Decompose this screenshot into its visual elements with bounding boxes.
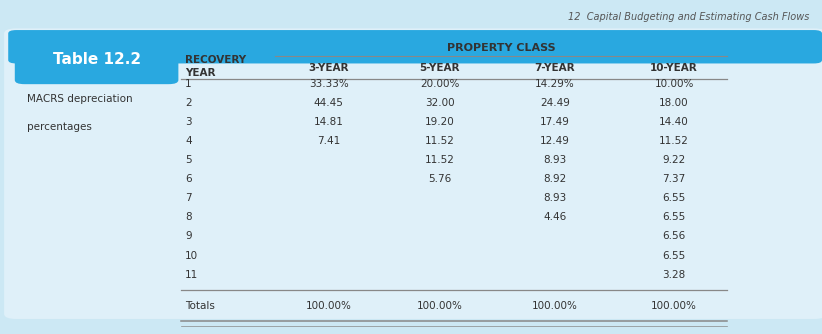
Text: 4.46: 4.46 <box>543 212 566 222</box>
Text: Totals: Totals <box>185 301 215 311</box>
Text: 11.52: 11.52 <box>425 155 455 165</box>
Text: YEAR: YEAR <box>185 68 215 78</box>
Text: 12.49: 12.49 <box>540 136 570 146</box>
Text: 8: 8 <box>185 212 192 222</box>
Text: 6.55: 6.55 <box>663 250 686 261</box>
Text: 14.29%: 14.29% <box>535 79 575 89</box>
Text: 6.55: 6.55 <box>663 193 686 203</box>
Text: 7: 7 <box>185 193 192 203</box>
Text: 100.00%: 100.00% <box>651 301 697 311</box>
Text: 7-YEAR: 7-YEAR <box>534 63 575 73</box>
Text: 6.56: 6.56 <box>663 231 686 241</box>
Text: 10: 10 <box>185 250 198 261</box>
Text: MACRS depreciation: MACRS depreciation <box>27 94 132 104</box>
Text: 3.28: 3.28 <box>663 270 686 280</box>
Text: 6.55: 6.55 <box>663 212 686 222</box>
Text: 8.92: 8.92 <box>543 174 566 184</box>
Text: 3-YEAR: 3-YEAR <box>308 63 349 73</box>
Text: 32.00: 32.00 <box>425 98 455 108</box>
Text: RECOVERY: RECOVERY <box>185 55 246 65</box>
Text: 100.00%: 100.00% <box>306 301 352 311</box>
Text: 14.81: 14.81 <box>314 117 344 127</box>
Text: 5.76: 5.76 <box>428 174 451 184</box>
Text: 11.52: 11.52 <box>659 136 689 146</box>
Text: 2: 2 <box>185 98 192 108</box>
Text: 7.37: 7.37 <box>663 174 686 184</box>
Text: 5-YEAR: 5-YEAR <box>419 63 460 73</box>
Text: 33.33%: 33.33% <box>309 79 349 89</box>
Text: 7.41: 7.41 <box>317 136 340 146</box>
Text: 5: 5 <box>185 155 192 165</box>
Text: 100.00%: 100.00% <box>417 301 463 311</box>
Text: 3: 3 <box>185 117 192 127</box>
Text: PROPERTY CLASS: PROPERTY CLASS <box>447 43 556 53</box>
Text: 19.20: 19.20 <box>425 117 455 127</box>
Text: 8.93: 8.93 <box>543 193 566 203</box>
Text: 6: 6 <box>185 174 192 184</box>
Text: 9: 9 <box>185 231 192 241</box>
Text: 24.49: 24.49 <box>540 98 570 108</box>
Text: 18.00: 18.00 <box>659 98 689 108</box>
Text: 4: 4 <box>185 136 192 146</box>
Text: percentages: percentages <box>27 122 92 132</box>
Text: 20.00%: 20.00% <box>420 79 459 89</box>
Text: 1: 1 <box>185 79 192 89</box>
Text: 14.40: 14.40 <box>659 117 689 127</box>
Text: Table 12.2: Table 12.2 <box>53 52 141 67</box>
Text: 10.00%: 10.00% <box>654 79 694 89</box>
Text: 11: 11 <box>185 270 198 280</box>
Text: 100.00%: 100.00% <box>532 301 578 311</box>
Text: 11.52: 11.52 <box>425 136 455 146</box>
Text: 17.49: 17.49 <box>540 117 570 127</box>
Text: 10-YEAR: 10-YEAR <box>650 63 698 73</box>
Text: 12  Capital Budgeting and Estimating Cash Flows: 12 Capital Budgeting and Estimating Cash… <box>568 12 810 22</box>
Text: 8.93: 8.93 <box>543 155 566 165</box>
Text: 44.45: 44.45 <box>314 98 344 108</box>
Text: 9.22: 9.22 <box>663 155 686 165</box>
